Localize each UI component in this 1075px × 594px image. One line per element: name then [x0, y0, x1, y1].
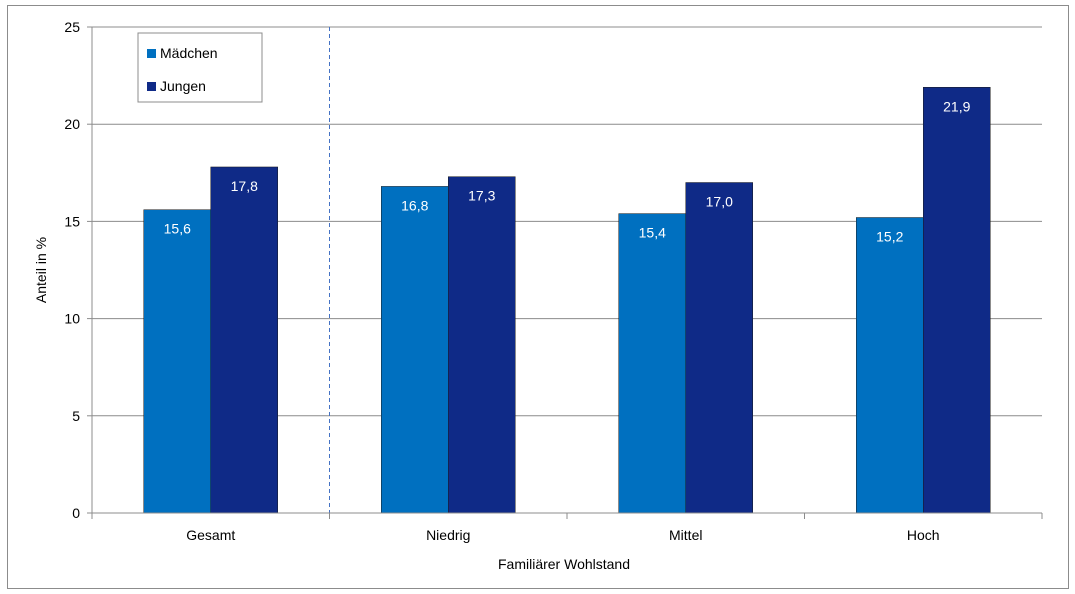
- data-label-hoch-maedchen: 15,2: [876, 229, 903, 245]
- legend-swatch-jungen: [147, 82, 156, 91]
- y-tick-label-10: 10: [64, 311, 80, 327]
- bar-gesamt-maedchen: [143, 209, 211, 514]
- data-label-gesamt-jungen: 17,8: [231, 178, 258, 194]
- data-label-niedrig-maedchen: 16,8: [401, 197, 428, 213]
- bar-hoch-maedchen: [856, 217, 924, 514]
- x-tick-label-niedrig: Niedrig: [426, 527, 470, 543]
- bar-mittel-maedchen: [618, 213, 686, 514]
- x-tick-label-mittel: Mittel: [669, 527, 702, 543]
- legend-label-jungen: Jungen: [160, 78, 206, 94]
- bar-niedrig-maedchen: [381, 186, 449, 514]
- axes: 0 5 10 15 20 25 Gesamt Niedrig Mittel Hoch: [64, 19, 1043, 543]
- bars: 15,6 17,8 16,8 17,3 15,4 17,0 15,2 21,9: [143, 87, 991, 514]
- y-tick-label-20: 20: [64, 116, 80, 132]
- bar-mittel-jungen: [685, 182, 753, 514]
- legend-label-maedchen: Mädchen: [160, 45, 218, 61]
- x-axis-title: Familiärer Wohlstand: [498, 556, 630, 572]
- x-tick-label-gesamt: Gesamt: [186, 527, 235, 543]
- data-label-hoch-jungen: 21,9: [943, 98, 970, 114]
- y-axis-title: Anteil in %: [33, 237, 49, 303]
- y-tick-label-0: 0: [72, 505, 80, 521]
- bar-hoch-jungen: [923, 87, 991, 514]
- data-label-mittel-maedchen: 15,4: [639, 225, 666, 241]
- y-tick-label-25: 25: [64, 19, 80, 35]
- legend-swatch-maedchen: [147, 49, 156, 58]
- bar-gesamt-jungen: [210, 166, 278, 514]
- legend: Mädchen Jungen: [137, 32, 263, 103]
- legend-box: [137, 32, 263, 103]
- data-label-gesamt-maedchen: 15,6: [164, 221, 191, 237]
- bar-niedrig-jungen: [448, 176, 516, 514]
- data-label-mittel-jungen: 17,0: [706, 194, 733, 210]
- x-tick-label-hoch: Hoch: [907, 527, 940, 543]
- y-tick-label-5: 5: [72, 408, 80, 424]
- data-label-niedrig-jungen: 17,3: [468, 188, 495, 204]
- y-tick-label-15: 15: [64, 213, 80, 229]
